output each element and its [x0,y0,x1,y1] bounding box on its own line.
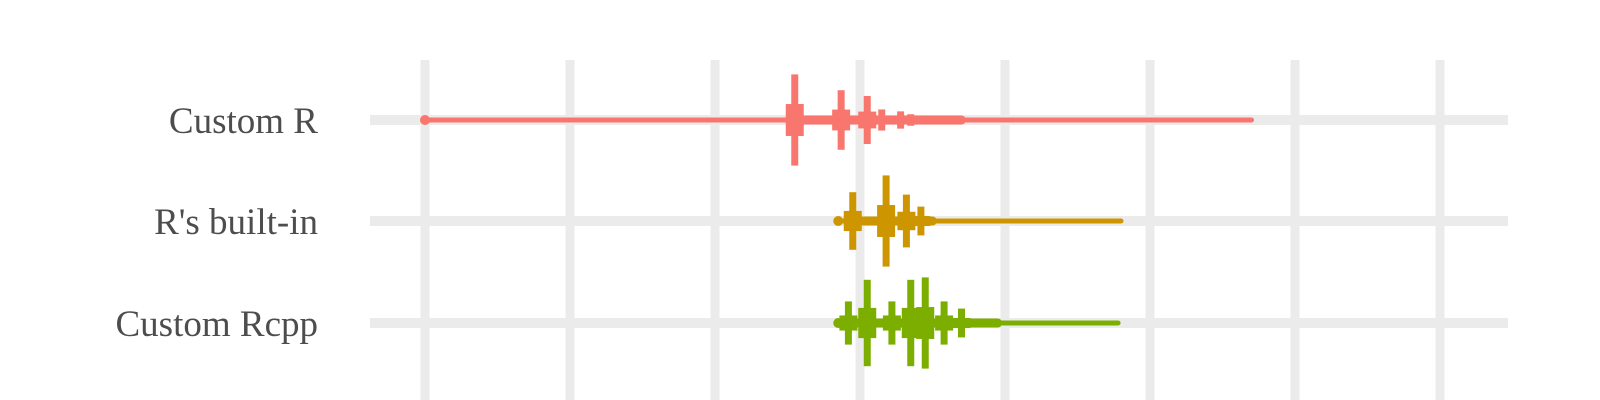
violin-spike-shoulder [839,315,858,331]
violin-spike-shoulder [952,317,971,329]
violin-start [833,216,844,226]
violin-spike-shoulder [901,307,920,339]
violin-spike-shoulder [785,104,804,136]
violin-spike-shoulder [832,109,851,131]
violin-spike-shoulder [858,307,877,339]
violin-spike-shoulder [911,215,930,227]
violin-spike-shoulder [843,210,862,232]
category-labels: Custom R R's built-in Custom Rcpp [116,101,319,345]
category-label: Custom Rcpp [116,304,319,345]
violin-spike-shoulder [882,315,901,331]
category-label: R's built-in [154,202,318,243]
category-label: Custom R [169,101,318,142]
violin-spike-shoulder [858,111,877,129]
violin [420,74,1254,166]
violin-spike-shoulder [877,205,896,237]
plot-panel [370,0,1510,400]
violin-start [420,115,430,125]
violin-spike-shoulder [872,116,891,124]
violin [833,175,1124,267]
violin-spike-shoulder [891,116,910,124]
violin-spike-shoulder [901,117,920,123]
violin-spike-shoulder [935,315,954,331]
violin-spike-shoulder [916,307,935,339]
violins [420,74,1254,369]
violin-spike-shoulder [897,211,916,231]
violin [833,277,1121,369]
